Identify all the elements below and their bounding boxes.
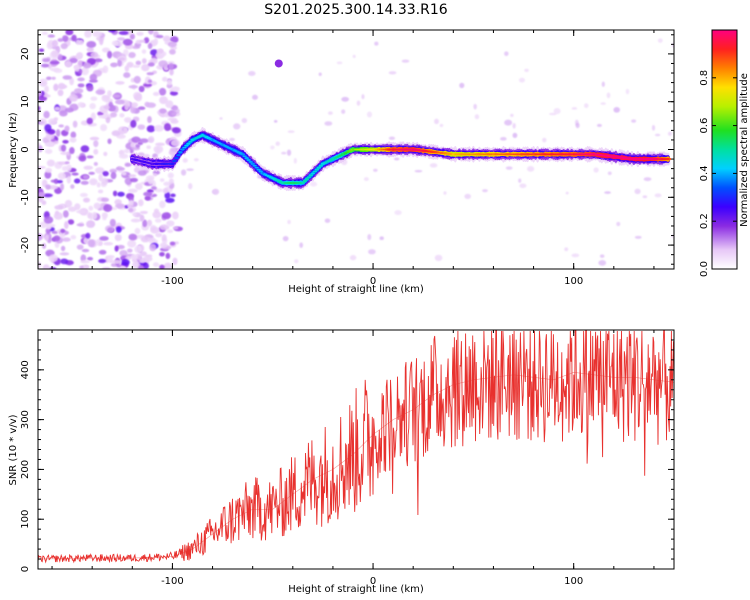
ridge-point <box>211 138 214 142</box>
ridge-point <box>411 148 415 151</box>
x-tick-label: -100 <box>161 576 184 587</box>
ridge-point <box>291 181 295 185</box>
colorbar-tick-label: 0.4 <box>699 165 710 181</box>
ridge-point <box>632 157 636 161</box>
spectrogram-plot-area <box>38 30 674 269</box>
ridge-point <box>171 162 174 166</box>
colorbar: 0.0 0.2 0.4 0.6 0.8 Normalized spectral ampl… <box>699 29 750 277</box>
ridge-point <box>652 157 656 161</box>
y-tick-label: 400 <box>20 360 31 379</box>
colorbar-tick-label: 0.0 <box>699 261 710 277</box>
snr-x-axis-label: Height of straight line (km) <box>288 584 424 595</box>
y-tick-label: 200 <box>20 460 31 479</box>
colorbar-ticks: 0.0 0.2 0.4 0.6 0.8 <box>699 70 737 277</box>
ridge-point <box>181 148 184 151</box>
colorbar-label: Normalized spectral amplitude <box>739 73 750 227</box>
ridge-point <box>281 181 284 185</box>
spectrogram-y-axis-label: Frequency (Hz) <box>8 112 19 188</box>
ridge-point <box>241 153 244 156</box>
ridge-point <box>231 148 234 151</box>
colorbar-frame <box>711 29 738 270</box>
ridge-point <box>271 176 274 180</box>
ridge-point <box>592 153 595 156</box>
y-tick-label: 0 <box>20 146 31 152</box>
ridge-point <box>331 157 335 161</box>
y-tick-label: -20 <box>20 237 31 253</box>
y-tick-label: 0 <box>20 566 31 572</box>
x-tick-label: 100 <box>564 276 583 287</box>
colorbar-tick-label: 0.6 <box>699 118 710 134</box>
y-tick-label: 100 <box>20 510 31 529</box>
x-tick-label: 0 <box>370 576 376 587</box>
ridge-point <box>221 143 224 146</box>
ridge-point <box>261 172 264 175</box>
ridge-point <box>452 153 455 156</box>
colorbar-tick-label: 0.2 <box>699 213 710 229</box>
isolated-blob <box>274 59 283 68</box>
y-tick-label: -10 <box>20 189 31 205</box>
ridge-point <box>311 172 315 175</box>
colorbar-gradient <box>712 30 737 269</box>
ridge-point <box>668 157 672 161</box>
snr-y-axis-label: SNR (10 * v/v) <box>8 414 19 485</box>
ridge-point <box>131 157 134 161</box>
y-tick-label: 10 <box>20 95 31 108</box>
y-tick-label: 20 <box>20 48 31 61</box>
snr-ticks: -100 0 100 0 100 200 300 400 <box>20 330 674 587</box>
ridge-point <box>341 153 345 156</box>
snr-panel: -100 0 100 0 100 200 300 400 Height of straight… <box>8 329 675 595</box>
colorbar-tick-label: 0.8 <box>699 70 710 86</box>
chart-title: S201.2025.300.14.33.R16 <box>264 2 447 18</box>
y-tick-label: 300 <box>20 410 31 429</box>
ridge-point <box>321 162 325 166</box>
ridge-point <box>532 153 535 156</box>
ridge-point <box>371 148 375 151</box>
x-tick-label: 100 <box>564 576 583 587</box>
ridge-point <box>151 162 154 166</box>
ridge-point <box>492 153 495 156</box>
ridge-point <box>391 148 395 151</box>
ridge-point <box>251 162 254 166</box>
ridge-point <box>191 138 194 142</box>
ridge-point <box>361 148 365 151</box>
ridge-point <box>612 155 616 158</box>
ridge-point <box>572 153 575 156</box>
x-tick-label: -100 <box>161 276 184 287</box>
snr-plot-area <box>38 330 674 564</box>
ridge-point <box>351 148 355 151</box>
snr-series-line <box>38 330 674 564</box>
ridge-point <box>301 181 305 185</box>
spectrogram-x-axis-label: Height of straight line (km) <box>288 284 424 295</box>
ridge-point <box>201 133 204 137</box>
x-tick-label: 0 <box>370 276 376 287</box>
